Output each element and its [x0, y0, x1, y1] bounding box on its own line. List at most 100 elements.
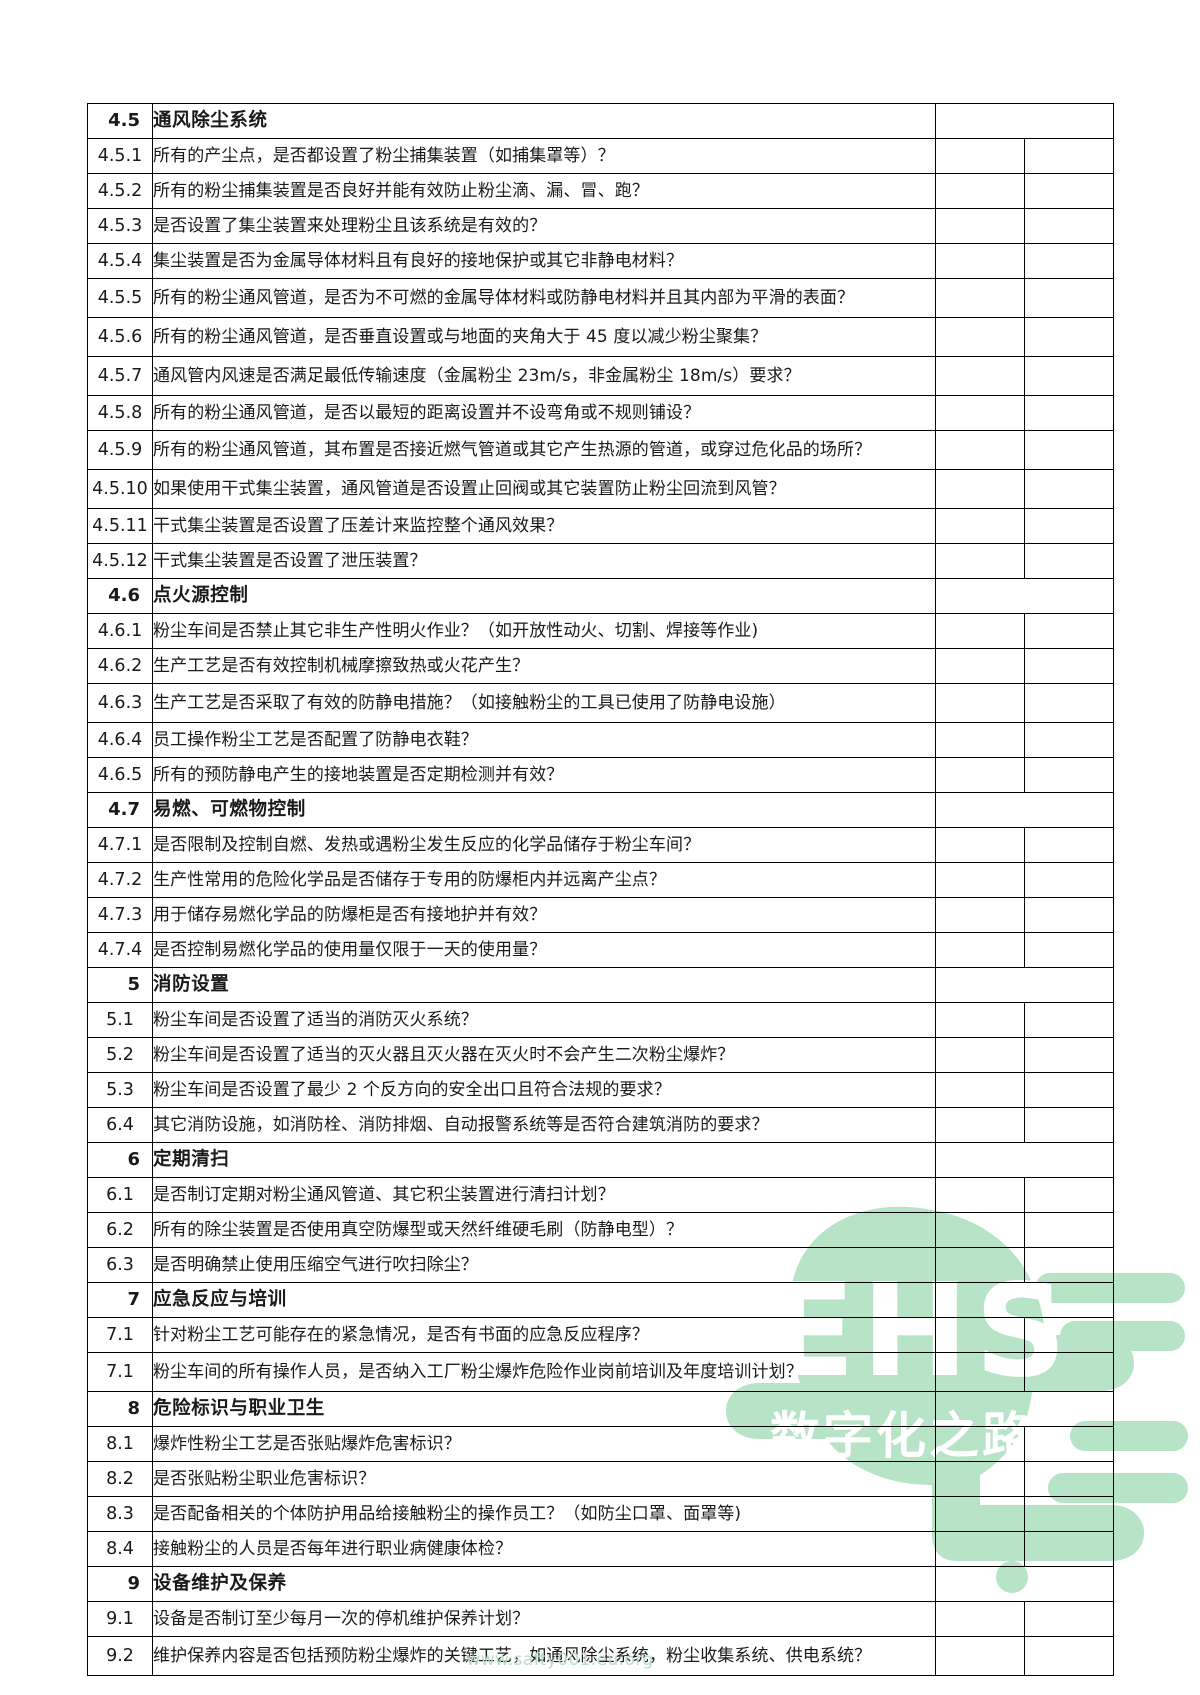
remark-cell[interactable]	[1024, 613, 1114, 649]
answer-cell[interactable]	[935, 317, 1025, 357]
remark-cell[interactable]	[1024, 722, 1114, 758]
row-description: 粉尘车间的所有操作人员，是否纳入工厂粉尘爆炸危险作业岗前培训及年度培训计划？	[152, 1352, 936, 1392]
answer-cell[interactable]	[935, 1636, 1025, 1676]
row-description: 所有的粉尘通风管道，是否为不可燃的金属导体材料或防静电材料并且其内部为平滑的表面…	[152, 278, 936, 318]
answer-cell[interactable]	[935, 1352, 1025, 1392]
row-number: 7.1	[87, 1352, 153, 1392]
row-number: 4.7.1	[87, 827, 153, 863]
remark-cell[interactable]	[1024, 1002, 1114, 1038]
answer-cell[interactable]	[935, 243, 1025, 279]
answer-cell[interactable]	[935, 138, 1025, 174]
remark-cell[interactable]	[1024, 208, 1114, 244]
remark-cell[interactable]	[1024, 1107, 1114, 1143]
answer-cell[interactable]	[935, 173, 1025, 209]
remark-cell[interactable]	[1024, 1037, 1114, 1073]
row-number: 7	[87, 1282, 153, 1318]
answer-cell[interactable]	[935, 543, 1025, 579]
section-header-row: 4.5 通风除尘系统	[87, 103, 1114, 139]
remark-cell[interactable]	[1024, 683, 1114, 723]
answer-cell[interactable]	[935, 1107, 1025, 1143]
section-header-row: 7 应急反应与培训	[87, 1282, 1114, 1318]
answer-cell[interactable]	[935, 1037, 1025, 1073]
row-description: 是否限制及控制自燃、发热或遇粉尘发生反应的化学品储存于粉尘车间？	[152, 827, 936, 863]
remark-cell[interactable]	[1024, 173, 1114, 209]
answer-cell[interactable]	[935, 1002, 1025, 1038]
row-description: 是否制订定期对粉尘通风管道、其它积尘装置进行清扫计划？	[152, 1177, 936, 1213]
row-number: 4.5.1	[87, 138, 153, 174]
remark-cell[interactable]	[1024, 469, 1114, 509]
remark-cell[interactable]	[1024, 1461, 1114, 1497]
section-title: 危险标识与职业卫生	[152, 1391, 936, 1427]
remark-cell[interactable]	[1024, 862, 1114, 898]
section-header-row: 5 消防设置	[87, 967, 1114, 1003]
answer-cell[interactable]	[935, 356, 1025, 396]
remark-cell[interactable]	[1024, 430, 1114, 470]
answer-cell[interactable]	[935, 1212, 1025, 1248]
remark-cell[interactable]	[1024, 1352, 1114, 1392]
answer-cell[interactable]	[935, 208, 1025, 244]
answer-cell[interactable]	[935, 1601, 1025, 1637]
section-title: 点火源控制	[152, 578, 936, 614]
remark-cell[interactable]	[1024, 508, 1114, 544]
remark-cell[interactable]	[1024, 138, 1114, 174]
answer-cell[interactable]	[935, 897, 1025, 933]
answer-cell[interactable]	[935, 1072, 1025, 1108]
remark-cell[interactable]	[1024, 1212, 1114, 1248]
table-row: 4.7.4 是否控制易燃化学品的使用量仅限于一天的使用量？	[87, 932, 1114, 968]
answer-cell[interactable]	[935, 613, 1025, 649]
answer-cell[interactable]	[935, 508, 1025, 544]
answer-cell[interactable]	[935, 1426, 1025, 1462]
remark-cell[interactable]	[1024, 1317, 1114, 1353]
row-number: 8.2	[87, 1461, 153, 1497]
remark-cell[interactable]	[1024, 1531, 1114, 1567]
answer-cell[interactable]	[935, 430, 1025, 470]
answer-cell[interactable]	[935, 1461, 1025, 1497]
remark-cell[interactable]	[1024, 827, 1114, 863]
row-description: 干式集尘装置是否设置了泄压装置？	[152, 543, 936, 579]
remark-cell[interactable]	[1024, 243, 1114, 279]
remark-cell[interactable]	[1024, 278, 1114, 318]
answer-cell[interactable]	[935, 862, 1025, 898]
remark-cell[interactable]	[1024, 897, 1114, 933]
answer-cell[interactable]	[935, 757, 1025, 793]
remark-cell[interactable]	[1024, 1636, 1114, 1676]
remark-cell[interactable]	[1024, 543, 1114, 579]
answer-cell[interactable]	[935, 648, 1025, 684]
remark-cell[interactable]	[1024, 1072, 1114, 1108]
answer-cell[interactable]	[935, 1496, 1025, 1532]
row-description: 所有的粉尘通风管道，是否以最短的距离设置并不设弯角或不规则铺设？	[152, 395, 936, 431]
answer-cell[interactable]	[935, 932, 1025, 968]
row-number: 4.5.10	[87, 469, 153, 509]
answer-cell[interactable]	[935, 1247, 1025, 1283]
row-number: 4.7	[87, 792, 153, 828]
table-row: 7.1 针对粉尘工艺可能存在的紧急情况，是否有书面的应急反应程序？	[87, 1317, 1114, 1353]
remark-cell[interactable]	[1024, 932, 1114, 968]
answer-cell[interactable]	[935, 1177, 1025, 1213]
answer-cell[interactable]	[935, 395, 1025, 431]
remark-cell[interactable]	[1024, 317, 1114, 357]
remark-cell[interactable]	[1024, 1601, 1114, 1637]
answer-cell[interactable]	[935, 278, 1025, 318]
remark-cell[interactable]	[1024, 648, 1114, 684]
answer-cell[interactable]	[935, 1531, 1025, 1567]
checklist-table-wrapper: 4.5 通风除尘系统 4.5.1 所有的产尘点，是否都设置了粉尘捕集装置（如捕集罩等）…	[87, 103, 1114, 1676]
row-number: 4.5.2	[87, 173, 153, 209]
remark-cell[interactable]	[1024, 1247, 1114, 1283]
answer-cell[interactable]	[935, 827, 1025, 863]
remark-cell[interactable]	[1024, 395, 1114, 431]
remark-cell[interactable]	[1024, 757, 1114, 793]
answer-cell[interactable]	[935, 1317, 1025, 1353]
remark-cell[interactable]	[1024, 1496, 1114, 1532]
answer-cell[interactable]	[935, 683, 1025, 723]
remark-cell[interactable]	[1024, 1177, 1114, 1213]
row-number: 4.5.6	[87, 317, 153, 357]
remark-cell[interactable]	[1024, 1426, 1114, 1462]
section-blank-cell	[935, 1566, 1114, 1602]
table-row: 9.2 维护保养内容是否包括预防粉尘爆炸的关键工艺，如通风除尘系统，粉尘收集系统、…	[87, 1636, 1114, 1676]
table-row: 6.2 所有的除尘装置是否使用真空防爆型或天然纤维硬毛刷（防静电型）？	[87, 1212, 1114, 1248]
remark-cell[interactable]	[1024, 356, 1114, 396]
answer-cell[interactable]	[935, 469, 1025, 509]
answer-cell[interactable]	[935, 722, 1025, 758]
row-number: 5.2	[87, 1037, 153, 1073]
table-row: 6.3 是否明确禁止使用压缩空气进行吹扫除尘？	[87, 1247, 1114, 1283]
